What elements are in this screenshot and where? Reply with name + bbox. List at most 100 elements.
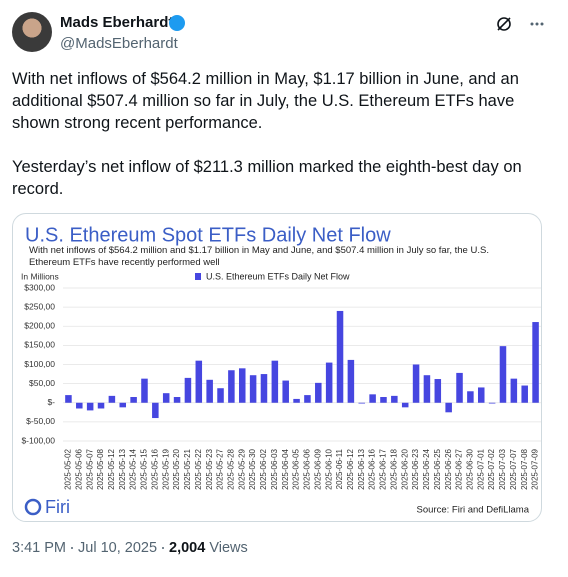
- bar: [467, 391, 474, 403]
- author-name[interactable]: Mads Eberhardt: [60, 14, 174, 31]
- bar: [293, 398, 300, 403]
- x-tick-label: 2025-06-06: [303, 448, 312, 489]
- bar: [108, 395, 116, 403]
- bar: [423, 375, 431, 403]
- logo: Firi: [45, 497, 70, 517]
- x-tick-label: 2025-06-27: [455, 448, 464, 489]
- x-tick-label: 2025-06-03: [270, 448, 279, 489]
- paragraph: With net inflows of $564.2 million in Ma…: [12, 70, 519, 132]
- bar: [76, 402, 83, 409]
- more-dot[interactable]: [530, 22, 534, 26]
- y-tick-label: $-100,00: [21, 435, 55, 445]
- x-tick-label: 2025-07-07: [509, 448, 518, 489]
- x-tick-label: 2025-05-22: [194, 448, 203, 489]
- x-tick-label: 2025-07-08: [520, 448, 529, 489]
- x-tick-label: 2025-07-03: [498, 448, 507, 489]
- x-tick-label: 2025-07-02: [487, 448, 496, 489]
- bar: [271, 360, 279, 403]
- y-tick-label: $250,00: [24, 301, 55, 311]
- bar: [228, 370, 235, 403]
- bar: [195, 360, 203, 403]
- chart: U.S. Ethereum Spot ETFs Daily Net Flow W…: [21, 224, 541, 517]
- x-tick-label: 2025-05-14: [129, 448, 138, 489]
- grok-icon[interactable]: [497, 17, 511, 31]
- x-tick-label: 2025-06-12: [346, 448, 355, 489]
- y-axis-label: In Millions: [21, 271, 59, 281]
- bar: [434, 379, 442, 403]
- chart-card[interactable]: U.S. Ethereum Spot ETFs Daily Net Flow W…: [12, 213, 542, 522]
- x-tick-label: 2025-05-08: [96, 448, 105, 489]
- bar: [184, 377, 192, 403]
- post-text: With net inflows of $564.2 million in Ma…: [12, 68, 542, 222]
- y-tick-label: $-: [47, 397, 55, 407]
- post-date[interactable]: Jul 10, 2025: [78, 540, 158, 556]
- post-time[interactable]: 3:41 PM: [12, 540, 66, 556]
- x-tick-label: 2025-05-21: [183, 448, 192, 489]
- x-tick-label: 2025-06-20: [400, 448, 409, 489]
- bar: [315, 382, 322, 403]
- avatar[interactable]: [12, 12, 52, 52]
- bar: [65, 395, 72, 403]
- bar: [336, 310, 344, 403]
- x-tick-label: 2025-06-18: [389, 448, 398, 489]
- bar: [325, 362, 333, 403]
- x-tick-label: 2025-05-12: [107, 448, 116, 489]
- bar: [260, 374, 268, 403]
- header-icons: [497, 17, 544, 31]
- more-dot[interactable]: [540, 22, 544, 26]
- x-tick-label: 2025-06-30: [465, 448, 474, 489]
- bar: [488, 402, 496, 404]
- x-tick-label: 2025-05-28: [226, 448, 235, 489]
- x-tick-label: 2025-07-09: [531, 448, 540, 489]
- x-tick-label: 2025-06-23: [411, 448, 420, 489]
- views-label: Views: [209, 540, 248, 556]
- y-tick-label: $300,00: [24, 282, 55, 292]
- bar: [217, 388, 224, 403]
- x-tick-label: 2025-06-04: [281, 448, 290, 489]
- bar: [358, 402, 366, 404]
- bar: [412, 364, 420, 403]
- logo-icon: [24, 498, 42, 516]
- x-tick-label: 2025-06-05: [292, 448, 301, 489]
- x-tick-label: 2025-05-02: [64, 448, 73, 489]
- separator: [71, 547, 73, 550]
- bar: [162, 393, 170, 403]
- post-footer: 3:41 PM Jul 10, 2025 2,004 Views: [12, 540, 248, 556]
- author-handle[interactable]: @MadsEberhardt: [60, 35, 178, 52]
- y-tick-label: $100,00: [24, 359, 55, 369]
- bar: [532, 322, 539, 403]
- x-tick-label: 2025-06-09: [313, 448, 322, 489]
- y-tick-label: $200,00: [24, 321, 55, 331]
- chart-title: U.S. Ethereum Spot ETFs Daily Net Flow: [25, 224, 391, 246]
- legend-swatch: [195, 273, 201, 280]
- x-tick-label: 2025-05-30: [248, 448, 257, 489]
- bar: [521, 385, 528, 403]
- x-tick-label: 2025-06-10: [324, 448, 333, 489]
- x-tick-label: 2025-06-13: [357, 448, 366, 489]
- bar: [152, 402, 159, 419]
- bar: [456, 372, 463, 403]
- bar: [86, 402, 94, 411]
- x-tick-label: 2025-06-02: [259, 448, 268, 489]
- more-dot[interactable]: [535, 22, 539, 26]
- x-tick-label: 2025-05-29: [237, 448, 246, 489]
- x-tick-label: 2025-05-27: [216, 448, 225, 489]
- x-tick-label: 2025-06-25: [433, 448, 442, 489]
- x-tick-label: 2025-06-17: [379, 448, 388, 489]
- chart-subtitle: With net inflows of $564.2 million and $…: [29, 245, 489, 268]
- grok-icon-line: [497, 17, 511, 31]
- bar: [206, 379, 213, 403]
- x-tick-label: 2025-06-11: [335, 448, 344, 489]
- y-tick-label: $150,00: [24, 340, 55, 350]
- y-tick-label: $50,00: [29, 378, 55, 388]
- bar: [119, 402, 127, 408]
- bar: [238, 368, 246, 403]
- x-tick-label: 2025-06-16: [368, 448, 377, 489]
- bar: [380, 397, 387, 403]
- verified-badge: [169, 15, 185, 31]
- bar: [347, 359, 355, 403]
- bar: [173, 397, 181, 403]
- subtitle-box: With net inflows of $564.2 million and $…: [29, 245, 489, 268]
- x-tick-label: 2025-05-06: [74, 448, 83, 489]
